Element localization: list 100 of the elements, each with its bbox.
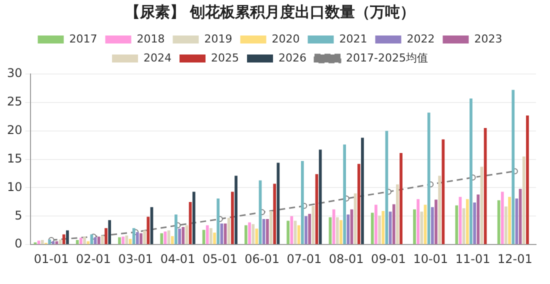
bar xyxy=(140,233,142,244)
bar xyxy=(466,199,469,244)
bar xyxy=(340,220,342,244)
bar xyxy=(231,192,234,244)
legend-label: 2024 xyxy=(144,51,172,64)
bar xyxy=(470,98,472,244)
bar xyxy=(55,241,58,244)
legend-label: 2019 xyxy=(204,32,232,46)
bar xyxy=(86,241,90,244)
bar xyxy=(522,156,526,244)
bar xyxy=(312,206,315,244)
bar xyxy=(438,176,442,244)
bar xyxy=(357,164,360,244)
bar xyxy=(304,216,308,244)
bar xyxy=(122,236,125,244)
bar xyxy=(248,222,251,244)
bar xyxy=(252,224,255,244)
bar xyxy=(216,198,220,244)
legend-label: 2025 xyxy=(211,51,240,64)
bar xyxy=(392,204,396,244)
legend-label: 2017-2025均值 xyxy=(346,51,428,64)
bar xyxy=(455,205,458,244)
legend-label: 2026 xyxy=(278,51,307,64)
bar xyxy=(308,214,312,244)
bar xyxy=(146,216,150,244)
bar xyxy=(62,234,66,244)
bar xyxy=(206,225,209,244)
y-tick-label: 20 xyxy=(6,122,22,137)
bar xyxy=(434,200,438,244)
bar xyxy=(136,232,139,244)
bar xyxy=(160,233,164,244)
x-tick-label: 01-01 xyxy=(34,252,69,266)
y-tick-label: 10 xyxy=(6,180,22,194)
bar xyxy=(374,204,378,244)
x-tick-label: 12-01 xyxy=(497,252,532,266)
bar xyxy=(526,116,529,244)
bar xyxy=(234,176,238,244)
bar xyxy=(416,199,420,244)
bar xyxy=(286,220,290,244)
x-tick-label: 11-01 xyxy=(455,252,490,266)
y-tick-label: 25 xyxy=(6,94,22,109)
legend-label: 2017 xyxy=(69,32,98,46)
bar xyxy=(270,211,272,244)
bar xyxy=(413,209,416,244)
bar xyxy=(66,230,69,244)
bar xyxy=(396,184,399,244)
bar xyxy=(427,112,430,244)
legend-label: 2023 xyxy=(474,32,502,46)
bar xyxy=(500,192,504,244)
bar xyxy=(48,239,51,244)
y-tick-label: 30 xyxy=(6,66,22,80)
x-tick-label: 09-01 xyxy=(371,252,406,266)
bar xyxy=(400,153,402,244)
x-tick-label: 06-01 xyxy=(244,252,280,266)
bar xyxy=(484,128,487,244)
bar xyxy=(178,228,181,244)
bar xyxy=(118,237,121,244)
bar xyxy=(143,230,146,244)
x-tick-label: 03-01 xyxy=(118,252,154,266)
bar xyxy=(343,144,346,244)
bar xyxy=(244,225,248,244)
bar xyxy=(361,138,364,244)
bar xyxy=(297,225,300,244)
bar xyxy=(170,236,174,244)
bar xyxy=(290,216,294,244)
bar xyxy=(273,184,276,244)
bar xyxy=(52,241,55,244)
y-tick-label: 0 xyxy=(14,236,22,251)
legend-label: 2021 xyxy=(339,32,368,46)
x-tick-label: 02-01 xyxy=(76,252,111,266)
bar xyxy=(227,218,230,244)
bar xyxy=(378,216,381,244)
bar xyxy=(80,238,82,244)
bar xyxy=(370,212,374,244)
y-tick-label: 5 xyxy=(14,208,22,222)
bar xyxy=(182,226,185,244)
bar xyxy=(431,207,434,244)
bar xyxy=(104,228,108,244)
bar xyxy=(508,196,511,244)
y-tick-label: 15 xyxy=(6,151,22,166)
bar xyxy=(504,206,508,244)
legend-label: 2018 xyxy=(136,32,165,46)
x-tick-label: 05-01 xyxy=(202,252,238,266)
bar xyxy=(476,194,480,244)
x-tick-label: 04-01 xyxy=(160,252,196,266)
bar xyxy=(132,228,136,244)
bar xyxy=(167,230,170,244)
chart-title: 【尿素】 刨花板累积月度出口数量（万吨） xyxy=(124,2,416,21)
bar xyxy=(210,228,212,244)
bar xyxy=(108,220,112,244)
bar xyxy=(382,211,385,244)
legend-label: 2022 xyxy=(406,32,435,46)
bar xyxy=(76,240,79,244)
x-tick-label: 10-01 xyxy=(413,252,448,266)
bar xyxy=(174,214,178,244)
bar xyxy=(462,208,466,244)
x-tick-label: 07-01 xyxy=(286,252,322,266)
bar xyxy=(346,214,350,244)
bar xyxy=(473,202,476,244)
bar xyxy=(125,236,128,244)
